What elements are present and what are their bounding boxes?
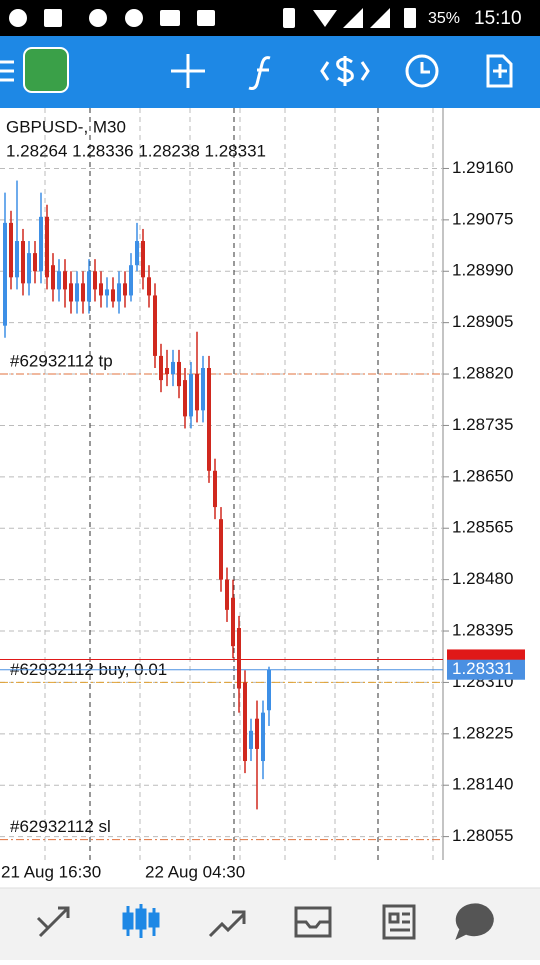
- candle-body: [183, 380, 187, 417]
- chart-title: GBPUSD-, M30: [6, 117, 126, 136]
- candle-body: [159, 355, 163, 381]
- y-tick-label: 1.28055: [452, 826, 513, 845]
- y-tick-label: 1.28650: [452, 466, 513, 485]
- x-tick-label: 22 Aug 04:30: [145, 862, 245, 881]
- ohlc-readout: 1.28264 1.28336 1.28238 1.28331: [6, 141, 266, 160]
- candle-body: [15, 241, 19, 278]
- toolbar-icons: [0, 47, 513, 93]
- y-tick-label: 1.28225: [452, 723, 513, 742]
- candle-body: [99, 283, 103, 296]
- trade-button[interactable]: [320, 56, 370, 86]
- y-tick-label: 1.28990: [452, 261, 513, 280]
- candle-body: [249, 730, 253, 749]
- indicators-button[interactable]: [248, 56, 271, 90]
- candle-body: [177, 361, 181, 387]
- candle-body: [93, 271, 97, 290]
- x-tick-label: 21 Aug 16:30: [1, 862, 101, 881]
- candle-body: [195, 374, 199, 411]
- candle-body: [105, 289, 109, 296]
- bottom-nav: [0, 888, 540, 960]
- candle-body: [189, 374, 193, 417]
- candle-body: [123, 283, 127, 296]
- app-logo: [23, 47, 69, 93]
- candle-body: [201, 368, 205, 411]
- plot: 1.29160 1.29075 1.28990 1.28905 1.28820 1.287…: [0, 108, 525, 881]
- y-tick-label: 1.29075: [452, 209, 513, 228]
- candle-body: [225, 579, 229, 610]
- candle-body: [147, 277, 151, 296]
- y-tick-label: 1.28820: [452, 364, 513, 383]
- chat-tab[interactable]: [455, 903, 494, 941]
- candle-body: [39, 216, 43, 272]
- candle-body: [267, 669, 271, 711]
- candle-body: [237, 628, 241, 689]
- y-tick-label: 1.28905: [452, 312, 513, 331]
- candle-body: [141, 241, 145, 278]
- candle-body: [87, 271, 91, 302]
- candle-body: [231, 597, 235, 647]
- candle-body: [33, 253, 37, 272]
- candle-body: [75, 283, 79, 302]
- y-tick-label: 1.28480: [452, 569, 513, 588]
- candle-body: [81, 283, 85, 302]
- y-tick-label: 1.28395: [452, 621, 513, 640]
- candle-body: [135, 241, 139, 266]
- y-tick-label: 1.28565: [452, 518, 513, 537]
- candle-body: [219, 519, 223, 580]
- toolbar: [0, 36, 540, 108]
- y-tick-label: 1.28735: [452, 415, 513, 434]
- order-label: #62932112 tp: [10, 352, 113, 371]
- candle-body: [57, 271, 61, 290]
- trade-tab[interactable]: [208, 910, 246, 938]
- candle-body: [129, 265, 133, 296]
- order-label: #62932112 sl: [10, 817, 111, 836]
- candle-body: [63, 271, 67, 290]
- candle-body: [171, 361, 175, 375]
- candle-body: [213, 470, 217, 508]
- news-tab[interactable]: [382, 904, 416, 940]
- bid-price-label: 1.28331: [452, 659, 513, 678]
- candle-body: [243, 682, 247, 762]
- quotes-tab[interactable]: [36, 906, 70, 938]
- nav-icons: [36, 903, 494, 941]
- candle-body: [153, 295, 157, 356]
- candle-body: [69, 283, 73, 302]
- candle-body: [111, 289, 115, 302]
- status-icons: [9, 8, 416, 28]
- add-object-button[interactable]: [486, 54, 513, 88]
- candle-body: [165, 368, 169, 375]
- candle-body: [45, 216, 49, 278]
- clock: 15:10: [474, 8, 522, 29]
- candle-body: [9, 222, 13, 278]
- y-tick-label: 1.28140: [452, 775, 513, 794]
- candle-body: [261, 712, 265, 762]
- candle-body: [207, 368, 211, 471]
- battery-level: 35%: [428, 10, 460, 27]
- candle-body: [27, 253, 31, 284]
- crosshair-button[interactable]: [171, 54, 205, 88]
- menu-button[interactable]: [0, 60, 14, 82]
- candle-body: [255, 718, 259, 749]
- candle-body: [117, 283, 121, 302]
- period-button[interactable]: [405, 54, 439, 88]
- bid-label-box: [447, 659, 525, 680]
- chart-tab[interactable]: [122, 904, 160, 938]
- candle-body: [3, 222, 7, 326]
- candle-body: [21, 241, 25, 284]
- y-tick-label: 1.29160: [452, 158, 513, 177]
- history-tab[interactable]: [294, 906, 332, 938]
- candle-body: [51, 265, 55, 290]
